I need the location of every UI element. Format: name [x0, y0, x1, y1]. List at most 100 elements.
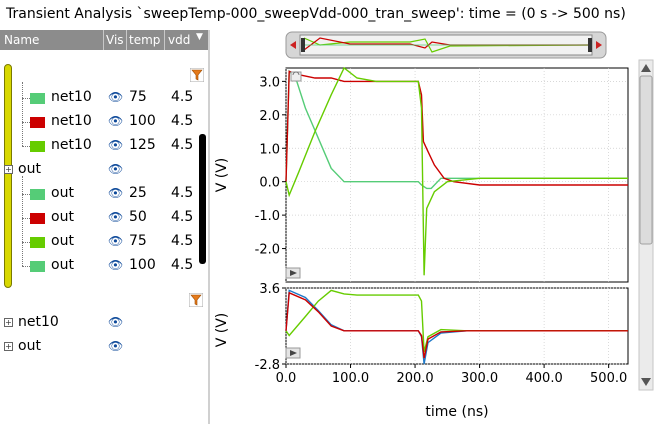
color-swatch[interactable]	[30, 189, 45, 200]
y-tick-label: -2.0	[255, 243, 280, 258]
group-selection-bar	[4, 64, 12, 288]
color-swatch[interactable]	[30, 237, 45, 248]
vdd-value: 4.5	[171, 113, 194, 129]
vdd-value: 4.5	[171, 209, 194, 225]
visibility-eye-icon[interactable]: 👁	[108, 90, 124, 104]
plot-frame	[285, 287, 629, 365]
expand-icon[interactable]: +	[4, 318, 13, 327]
color-swatch[interactable]	[30, 141, 45, 152]
name-column-header[interactable]: Name	[4, 33, 40, 47]
x-tick-label: 200.0	[396, 371, 433, 386]
right-arrow-icon[interactable]	[596, 41, 602, 49]
y-tick-label: 3.0	[259, 75, 280, 90]
temp-value: 100	[129, 113, 156, 129]
series-line-0[interactable]	[285, 69, 628, 190]
panel-splitter[interactable]	[208, 30, 210, 424]
vdd-value: 4.5	[171, 185, 194, 201]
left-arrow-icon[interactable]	[290, 41, 296, 49]
list-item[interactable]: net10 👁 75 4.5	[30, 88, 200, 108]
window-title: Transient Analysis `sweepTemp-000_sweepV…	[6, 6, 626, 22]
tree-group-net10[interactable]: + net10 👁	[4, 313, 200, 333]
list-item[interactable]: out 👁 100 4.5	[30, 256, 200, 276]
y-tick-label: 1.0	[259, 142, 280, 157]
temp-value: 100	[129, 257, 156, 273]
filter-icon[interactable]	[190, 68, 204, 82]
plot-frame	[285, 67, 629, 283]
list-item[interactable]: out 👁 25 4.5	[30, 184, 200, 204]
list-item[interactable]: net10 👁 125 4.5	[30, 136, 200, 156]
visibility-eye-icon[interactable]: 👁	[108, 210, 124, 224]
right-handle[interactable]	[588, 38, 592, 52]
y-tick-label: 2.0	[259, 109, 280, 124]
tree-connector	[22, 146, 30, 147]
tree-group-out[interactable]: + out 👁	[4, 337, 200, 357]
visibility-eye-icon[interactable]: 👁	[108, 186, 124, 200]
temp-column-header[interactable]: temp	[129, 33, 161, 47]
tree-connector	[22, 194, 30, 195]
color-swatch[interactable]	[30, 213, 45, 224]
list-item[interactable]: net10 👁 100 4.5	[30, 112, 200, 132]
visibility-eye-icon[interactable]: 👁	[108, 114, 124, 128]
filter-icon[interactable]	[189, 293, 203, 307]
list-item[interactable]: out 👁 75 4.5	[30, 232, 200, 252]
chart-voltage-top[interactable]: 3.0 2.0 1.0 0.0 -1.0 -2.0 V (V)	[214, 66, 629, 283]
signal-name: net10	[51, 137, 92, 153]
series-line-2[interactable]	[285, 291, 628, 359]
signal-name: out	[51, 185, 74, 201]
y-tick-label: -2.8	[255, 358, 280, 373]
expand-icon[interactable]: +	[4, 165, 13, 174]
tree-group-out[interactable]: + out 👁	[4, 160, 200, 180]
left-handle[interactable]	[301, 38, 305, 52]
group-name: net10	[18, 314, 59, 330]
scroll-down-icon[interactable]	[641, 378, 651, 386]
visibility-eye-icon[interactable]: 👁	[108, 162, 124, 176]
visibility-eye-icon[interactable]: 👁	[108, 339, 124, 353]
x-tick-label: 400.0	[526, 371, 563, 386]
expand-icon[interactable]: +	[4, 342, 13, 351]
tree-connector	[22, 266, 30, 267]
visibility-eye-icon[interactable]: 👁	[108, 234, 124, 248]
visibility-eye-icon[interactable]: 👁	[108, 138, 124, 152]
lock-icon[interactable]	[290, 71, 302, 82]
x-tick-label: 300.0	[461, 371, 498, 386]
column-separator[interactable]	[164, 30, 165, 50]
y-tick-label: 0.0	[259, 176, 280, 191]
x-tick-label: 0.0	[276, 371, 297, 386]
temp-value: 25	[129, 185, 147, 201]
waveform-plot-area[interactable]: 3.0 2.0 1.0 0.0 -1.0 -2.0 V (V) 3.6 -2.8 V (V)…	[210, 30, 657, 424]
tree-connector	[22, 176, 23, 266]
x-axis-label: time (ns)	[425, 404, 488, 420]
column-separator[interactable]	[103, 30, 104, 50]
color-swatch[interactable]	[30, 93, 45, 104]
tree-connector	[22, 98, 30, 99]
signal-name: out	[51, 209, 74, 225]
visibility-eye-icon[interactable]: 👁	[108, 258, 124, 272]
sort-arrow-icon[interactable]: ▼	[196, 32, 203, 42]
column-header: Name Vis temp vdd ▼	[0, 30, 210, 50]
tree-connector	[22, 122, 30, 123]
series-line-1[interactable]	[285, 289, 628, 353]
chart-voltage-bottom[interactable]: 3.6 -2.8 V (V) 0.0 100.0 200.0 300.0 400.0 500…	[214, 282, 629, 420]
time-range-overview[interactable]	[285, 31, 607, 59]
series-line-2[interactable]	[285, 66, 628, 276]
vdd-value: 4.5	[171, 89, 194, 105]
y-tick-label: 3.6	[259, 282, 280, 297]
signal-name: net10	[51, 113, 92, 129]
color-swatch[interactable]	[30, 261, 45, 272]
scroll-thumb[interactable]	[639, 75, 653, 245]
temp-value: 75	[129, 233, 147, 249]
color-swatch[interactable]	[30, 117, 45, 128]
list-item[interactable]: out 👁 50 4.5	[30, 208, 200, 228]
vertical-scrollbar[interactable]	[638, 59, 654, 391]
temp-value: 50	[129, 209, 147, 225]
visibility-eye-icon[interactable]: 👁	[108, 315, 124, 329]
vis-column-header[interactable]: Vis	[106, 33, 124, 47]
scroll-up-icon[interactable]	[641, 64, 651, 72]
signal-name: out	[51, 233, 74, 249]
x-tick-label: 100.0	[332, 371, 369, 386]
temp-value: 125	[129, 137, 156, 153]
vdd-column-header[interactable]: vdd	[168, 33, 191, 47]
tree-connector	[22, 82, 23, 146]
column-separator[interactable]	[126, 30, 127, 50]
tree-connector	[22, 242, 30, 243]
